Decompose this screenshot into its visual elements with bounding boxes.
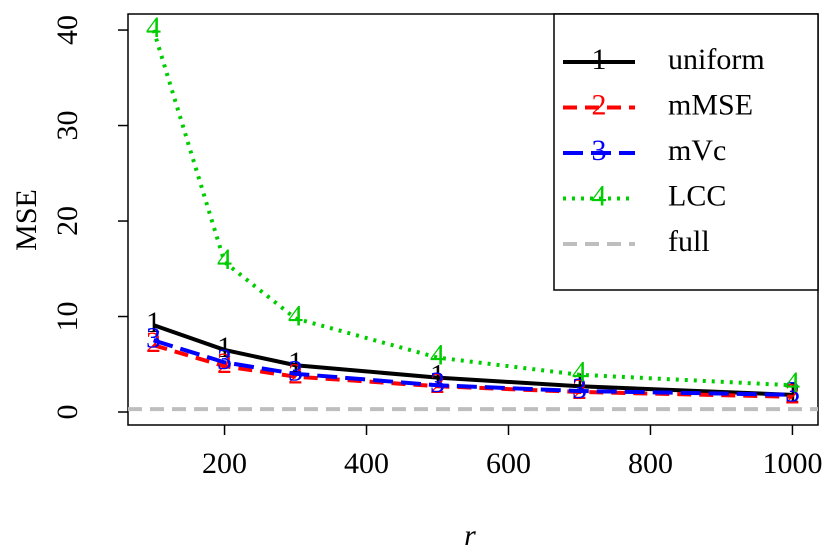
point-symbol: 4: [217, 243, 232, 276]
x-tick-label: 400: [344, 447, 389, 480]
point-symbol: 1: [146, 306, 161, 339]
series-line: [151, 29, 793, 388]
x-tick-label: 600: [486, 447, 531, 480]
legend-label: mMSE: [668, 88, 753, 121]
point-symbol: 4: [288, 299, 303, 332]
legend: 1 uniform 2 mMSE 3 mVc 4 LCC full: [553, 13, 819, 291]
x-tick-label: 1000: [762, 447, 822, 480]
legend-label: full: [668, 225, 710, 258]
point-symbol: 3: [288, 355, 303, 388]
point-symbol: 4: [785, 366, 800, 399]
point-symbol: 1: [288, 346, 303, 379]
y-tick-label: 20: [51, 206, 84, 236]
point-symbol: 3: [146, 321, 161, 354]
point-symbol: 1: [217, 331, 232, 364]
point-symbol: 3: [572, 372, 587, 405]
legend-symbol: 2: [592, 88, 607, 121]
series-line: [152, 323, 793, 397]
y-tick-label: 30: [51, 111, 84, 141]
legend-symbol: 4: [592, 179, 607, 212]
x-tick-label: 800: [628, 447, 673, 480]
legend-label: uniform: [668, 43, 765, 76]
point-symbol: 3: [785, 376, 800, 409]
x-tick-label: 200: [202, 447, 247, 480]
x-axis-label: r: [464, 519, 476, 552]
point-symbol: 3: [217, 343, 232, 376]
point-symbol: 2: [146, 326, 161, 359]
legend-symbol: 3: [592, 134, 607, 167]
point-symbol: 3: [430, 366, 445, 399]
series-line: [152, 338, 793, 397]
legend-label: mVc: [668, 134, 726, 167]
point-symbol: 1: [785, 376, 800, 409]
legend-label: LCC: [668, 179, 726, 212]
point-symbol: 4: [146, 11, 161, 44]
point-symbol: 2: [785, 378, 800, 411]
y-tick-label: 40: [51, 15, 84, 45]
y-tick-label: 10: [51, 302, 84, 332]
y-axis-label: MSE: [10, 189, 43, 251]
point-symbol: 4: [430, 338, 445, 371]
point-symbol: 4: [572, 356, 587, 389]
legend-symbol: 1: [592, 43, 607, 76]
y-tick-label: 0: [51, 405, 84, 420]
